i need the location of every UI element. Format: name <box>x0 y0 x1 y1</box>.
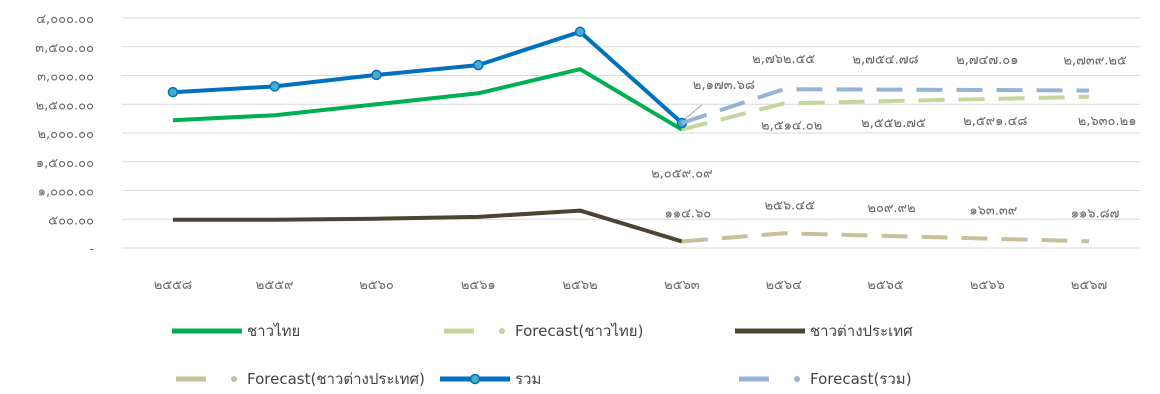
y-tick-label: ๔,๐๐๐.๐๐ <box>36 12 94 27</box>
y-tick-label: ๓,๕๐๐.๐๐ <box>35 41 94 56</box>
data-label: ๒,๕๕๒.๗๕ <box>861 116 926 131</box>
data-label: ๒,๐๕๙.๐๙ <box>651 167 713 182</box>
data-label: ๑๑๖.๘๗ <box>1071 206 1120 221</box>
data-point-marker <box>473 59 484 71</box>
legend-marker <box>469 373 481 385</box>
x-tick-label: ๒๕๖๔ <box>765 278 802 293</box>
series-line-3 <box>681 231 1090 244</box>
y-axis-ticks: - ๕๐๐.๐๐ ๑,๐๐๐.๐๐ ๑,๕๐๐.๐๐ ๒,๐๐๐.๐๐ ๒,๕๐๐.๐๐ ๓… <box>35 12 94 257</box>
data-point-marker <box>269 81 280 92</box>
data-label: ๒,๕๑๔.๐๒ <box>761 118 822 133</box>
y-tick-label: - <box>89 242 94 257</box>
legend-label: ชาวไทย <box>247 322 300 340</box>
series-line-2 <box>172 208 683 244</box>
legend-label: Forecast(รวม) <box>810 370 912 388</box>
x-tick-label: ๒๕๖๗ <box>1071 278 1107 293</box>
data-label: ๑๖๓.๓๙ <box>969 204 1017 219</box>
data-label: ๒,๗๓๙.๒๕ <box>1063 53 1127 68</box>
data-point-marker <box>574 26 586 38</box>
series-line-1 <box>681 94 1090 132</box>
legend-label: ชาวต่างประเทศ <box>810 322 913 340</box>
data-label: ๒,๖๓๐.๒๑ <box>1078 114 1137 129</box>
x-tick-label: ๒๕๖๒ <box>562 278 597 293</box>
y-tick-label: ๕๐๐.๐๐ <box>48 213 94 228</box>
legend-swatch-dot <box>499 328 505 334</box>
data-label: ๑๑๔.๖๐ <box>665 206 712 221</box>
x-axis-ticks: ๒๕๕๘ ๒๕๕๙ ๒๕๖๐ ๒๕๖๑ ๒๕๖๒ ๒๕๖๓ ๒๕๖๔ ๒๕๖๕ ๒๕๖๖ ๒๕๖๗ <box>154 278 1108 293</box>
x-tick-label: ๒๕๖๖ <box>970 278 1005 293</box>
data-label: ๒,๑๗๓.๖๘ <box>693 78 755 93</box>
data-labels: ๒,๑๗๓.๖๘ ๒,๗๖๒.๕๕ ๒,๗๕๔.๗๘ ๒,๗๔๗.๐๑ ๒,๗๓๙.๒๕… <box>651 52 1136 221</box>
data-point-marker <box>371 69 382 81</box>
series-line-4 <box>172 29 684 125</box>
x-tick-label: ๒๕๖๑ <box>461 278 496 293</box>
x-tick-label: ๒๕๖๐ <box>359 278 394 293</box>
legend-label: รวม <box>515 370 541 388</box>
x-tick-label: ๒๕๖๓ <box>664 278 700 293</box>
legend-swatch-dot <box>231 376 237 382</box>
x-tick-label: ๒๕๕๘ <box>154 278 192 293</box>
data-point-marker <box>167 86 179 98</box>
series-lines <box>167 26 1090 244</box>
y-tick-label: ๑,๕๐๐.๐๐ <box>36 156 94 171</box>
data-label: ๒๐๙.๙๒ <box>867 201 915 216</box>
legend-label: Forecast(ชาวต่างประเทศ) <box>247 370 425 388</box>
legend: ชาวไทย Forecast(ชาวไทย) ชาวต่างประเทศ Forec… <box>172 322 913 388</box>
label-leader-line <box>684 104 703 120</box>
series-line-0 <box>172 67 683 132</box>
legend-label: Forecast(ชาวไทย) <box>515 322 643 340</box>
y-tick-label: ๒,๐๐๐.๐๐ <box>37 127 94 142</box>
data-label: ๒๕๖.๔๕ <box>764 198 815 213</box>
legend-swatch-dot <box>794 376 800 382</box>
x-tick-label: ๒๕๕๙ <box>256 278 294 293</box>
x-tick-label: ๒๕๖๕ <box>867 278 904 293</box>
data-label: ๒,๗๕๔.๗๘ <box>852 53 918 68</box>
y-tick-label: ๒,๕๐๐.๐๐ <box>36 98 94 113</box>
y-tick-label: ๑,๐๐๐.๐๐ <box>38 185 94 200</box>
data-label: ๒,๗๖๒.๕๕ <box>752 52 815 67</box>
data-label: ๒,๗๔๗.๐๑ <box>956 53 1018 68</box>
y-tick-label: ๓,๐๐๐.๐๐ <box>37 70 94 85</box>
series-line-5 <box>681 87 1090 125</box>
data-label: ๒,๕๙๑.๔๘ <box>963 114 1027 129</box>
